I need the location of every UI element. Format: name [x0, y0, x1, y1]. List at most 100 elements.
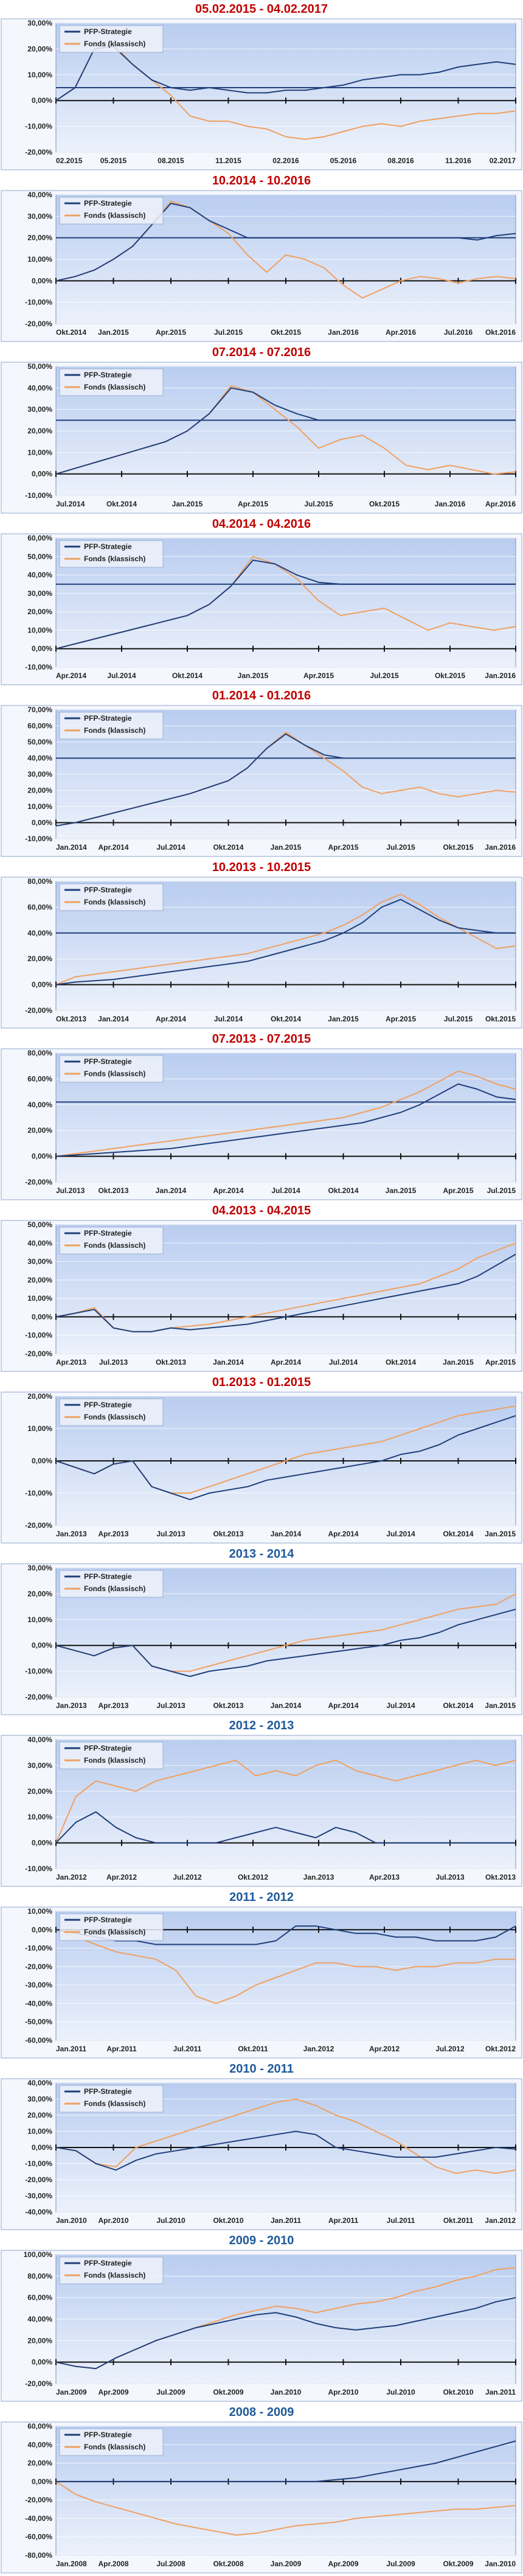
legend-label: Fonds (klassisch): [84, 2271, 145, 2280]
chart-title: 10.2014 - 10.2016: [212, 174, 311, 187]
x-tick-label: Okt.2014: [443, 1701, 473, 1710]
line-chart: 30,00% 20,00% 10,00% 0,00% -10,00% -20,00% Jan…: [1, 1563, 522, 1715]
x-tick-label: Okt.2014: [328, 1186, 358, 1195]
y-tick-label: 50,00%: [27, 362, 52, 371]
x-tick-label: 02.2016: [272, 156, 299, 165]
chart-title: 07.2014 - 07.2016: [212, 346, 311, 359]
legend: [59, 1741, 164, 1769]
x-tick-label: Jul.2015: [386, 843, 415, 852]
y-tick-label: -20,00%: [25, 1349, 52, 1358]
x-tick-label: Apr.2013: [56, 1358, 86, 1367]
series-line-fonds-klassisch: [55, 2098, 516, 2174]
x-tick-label: Jul.2013: [156, 1530, 185, 1538]
x-tick-label: Jan.2010: [271, 2388, 302, 2396]
x-tick-label: Jan.2012: [56, 1873, 87, 1881]
y-tick-label: 10,00%: [27, 626, 52, 634]
legend: [59, 540, 164, 568]
y-tick-label: 30,00%: [27, 1761, 52, 1769]
chart-title: 01.2014 - 01.2016: [212, 689, 311, 702]
line-chart: 70,00% 60,00% 50,00% 40,00% 30,00% 20,00% 10,0…: [1, 705, 522, 857]
y-tick-label: 30,00%: [27, 1564, 52, 1572]
y-tick-label: -20,00%: [25, 1693, 52, 1701]
y-tick-label: -50,00%: [25, 2018, 52, 2026]
y-tick-label: 10,00%: [27, 1294, 52, 1303]
legend-label: Fonds (klassisch): [84, 1928, 145, 1936]
x-tick-label: Jan.2014: [271, 1530, 302, 1538]
x-tick-label: Apr.2014: [98, 843, 128, 852]
x-tick-label: Jul.2014: [56, 500, 85, 508]
x-tick-label: Apr.2015: [303, 671, 334, 680]
y-tick-label: 0,00%: [32, 1839, 52, 1847]
y-tick-label: -40,00%: [25, 2208, 52, 2216]
x-tick-label: Jan.2014: [56, 843, 87, 852]
line-chart: 20,00% 10,00% 0,00% -10,00% -20,00% Jan.2013 A…: [1, 1391, 522, 1544]
x-tick-label: Apr.2013: [98, 1701, 128, 1710]
legend: [59, 2256, 164, 2284]
y-tick-label: 60,00%: [27, 534, 52, 542]
x-tick-label: Okt.2012: [485, 2045, 516, 2053]
series-line-pfp-strategie: [55, 1608, 516, 1678]
y-tick-label: 0,00%: [32, 276, 52, 285]
x-tick-label: Apr.2016: [386, 328, 416, 337]
legend-label: Fonds (klassisch): [84, 1069, 145, 1078]
y-tick-label: 0,00%: [32, 470, 52, 478]
y-tick-label: -20,00%: [25, 2175, 52, 2184]
x-tick-label: Jan.2011: [56, 2045, 86, 2053]
x-tick-label: Jan.2014: [156, 1186, 187, 1195]
x-tick-label: Jan.2016: [328, 328, 359, 337]
x-tick-label: Okt.2014: [271, 1015, 301, 1023]
x-tick-label: Jan.2009: [56, 2388, 87, 2396]
x-tick-label: Apr.2012: [369, 2045, 400, 2053]
legend: [59, 2428, 164, 2456]
legend-label: PFP-Strategie: [84, 27, 132, 36]
legend: [59, 368, 164, 396]
x-tick-label: Jul.2011: [387, 2216, 415, 2225]
series-line-pfp-strategie: [55, 1811, 516, 1844]
x-tick-label: Apr.2014: [271, 1358, 301, 1367]
y-tick-label: 10,00%: [27, 1424, 52, 1433]
series-line-fonds-klassisch: [55, 1759, 516, 1843]
x-tick-label: Jan.2015: [238, 671, 269, 680]
legend-label: Fonds (klassisch): [84, 383, 145, 391]
legend: [59, 1055, 164, 1083]
y-tick-label: -10,00%: [25, 1331, 52, 1340]
legend-label: PFP-Strategie: [84, 371, 132, 379]
x-tick-label: Jul.2013: [99, 1358, 128, 1367]
y-tick-label: -20,00%: [25, 320, 52, 328]
y-tick-label: 20,00%: [27, 2459, 52, 2468]
x-tick-label: Jan.2011: [271, 2216, 301, 2225]
y-tick-label: 80,00%: [27, 877, 52, 886]
chart-panel-5: 01.2014 - 01.2016 70,00% 60,00% 50,00% 40,00…: [0, 687, 523, 858]
x-tick-label: Apr.2015: [485, 1358, 516, 1367]
y-tick-label: -10,00%: [25, 663, 52, 671]
x-tick-label: Apr.2015: [238, 500, 268, 508]
x-tick-label: Okt.2014: [106, 500, 137, 508]
x-tick-label: Jan.2012: [485, 2216, 516, 2225]
x-tick-label: Okt.2015: [369, 500, 400, 508]
chart-panel-9: 01.2013 - 01.2015 20,00% 10,00% 0,00% -10,00…: [0, 1373, 523, 1545]
y-tick-label: 40,00%: [27, 191, 52, 199]
y-tick-label: 20,00%: [27, 954, 52, 963]
x-tick-label: Apr.2009: [98, 2388, 128, 2396]
x-tick-label: Jan.2014: [98, 1015, 129, 1023]
chart-panel-2: 10.2014 - 10.2016 40,00% 30,00% 20,00% 10,00…: [0, 172, 523, 343]
y-tick-label: 80,00%: [27, 1049, 52, 1057]
y-tick-label: -10,00%: [25, 122, 52, 131]
x-tick-label: Jan.2009: [271, 2560, 302, 2568]
legend: [59, 1570, 164, 1598]
y-tick-label: -20,00%: [25, 2379, 52, 2388]
legend: [59, 197, 164, 225]
y-tick-label: -10,00%: [25, 835, 52, 843]
y-tick-label: 40,00%: [27, 2315, 52, 2323]
x-tick-label: Jan.2013: [56, 1701, 87, 1710]
y-tick-label: 60,00%: [27, 903, 52, 911]
x-tick-label: Okt.2009: [213, 2388, 243, 2396]
x-tick-label: Okt.2015: [485, 1015, 516, 1023]
x-tick-label: Okt.2013: [56, 1015, 86, 1023]
x-tick-label: 05.2015: [100, 156, 127, 165]
y-tick-label: -20,00%: [25, 1962, 52, 1971]
line-chart: 60,00% 40,00% 20,00% 0,00% -20,00% -40,00% -60…: [1, 2421, 522, 2574]
x-tick-label: Jul.2015: [214, 328, 243, 337]
y-tick-label: -10,00%: [25, 1667, 52, 1676]
x-tick-label: Jul.2009: [386, 2560, 415, 2568]
